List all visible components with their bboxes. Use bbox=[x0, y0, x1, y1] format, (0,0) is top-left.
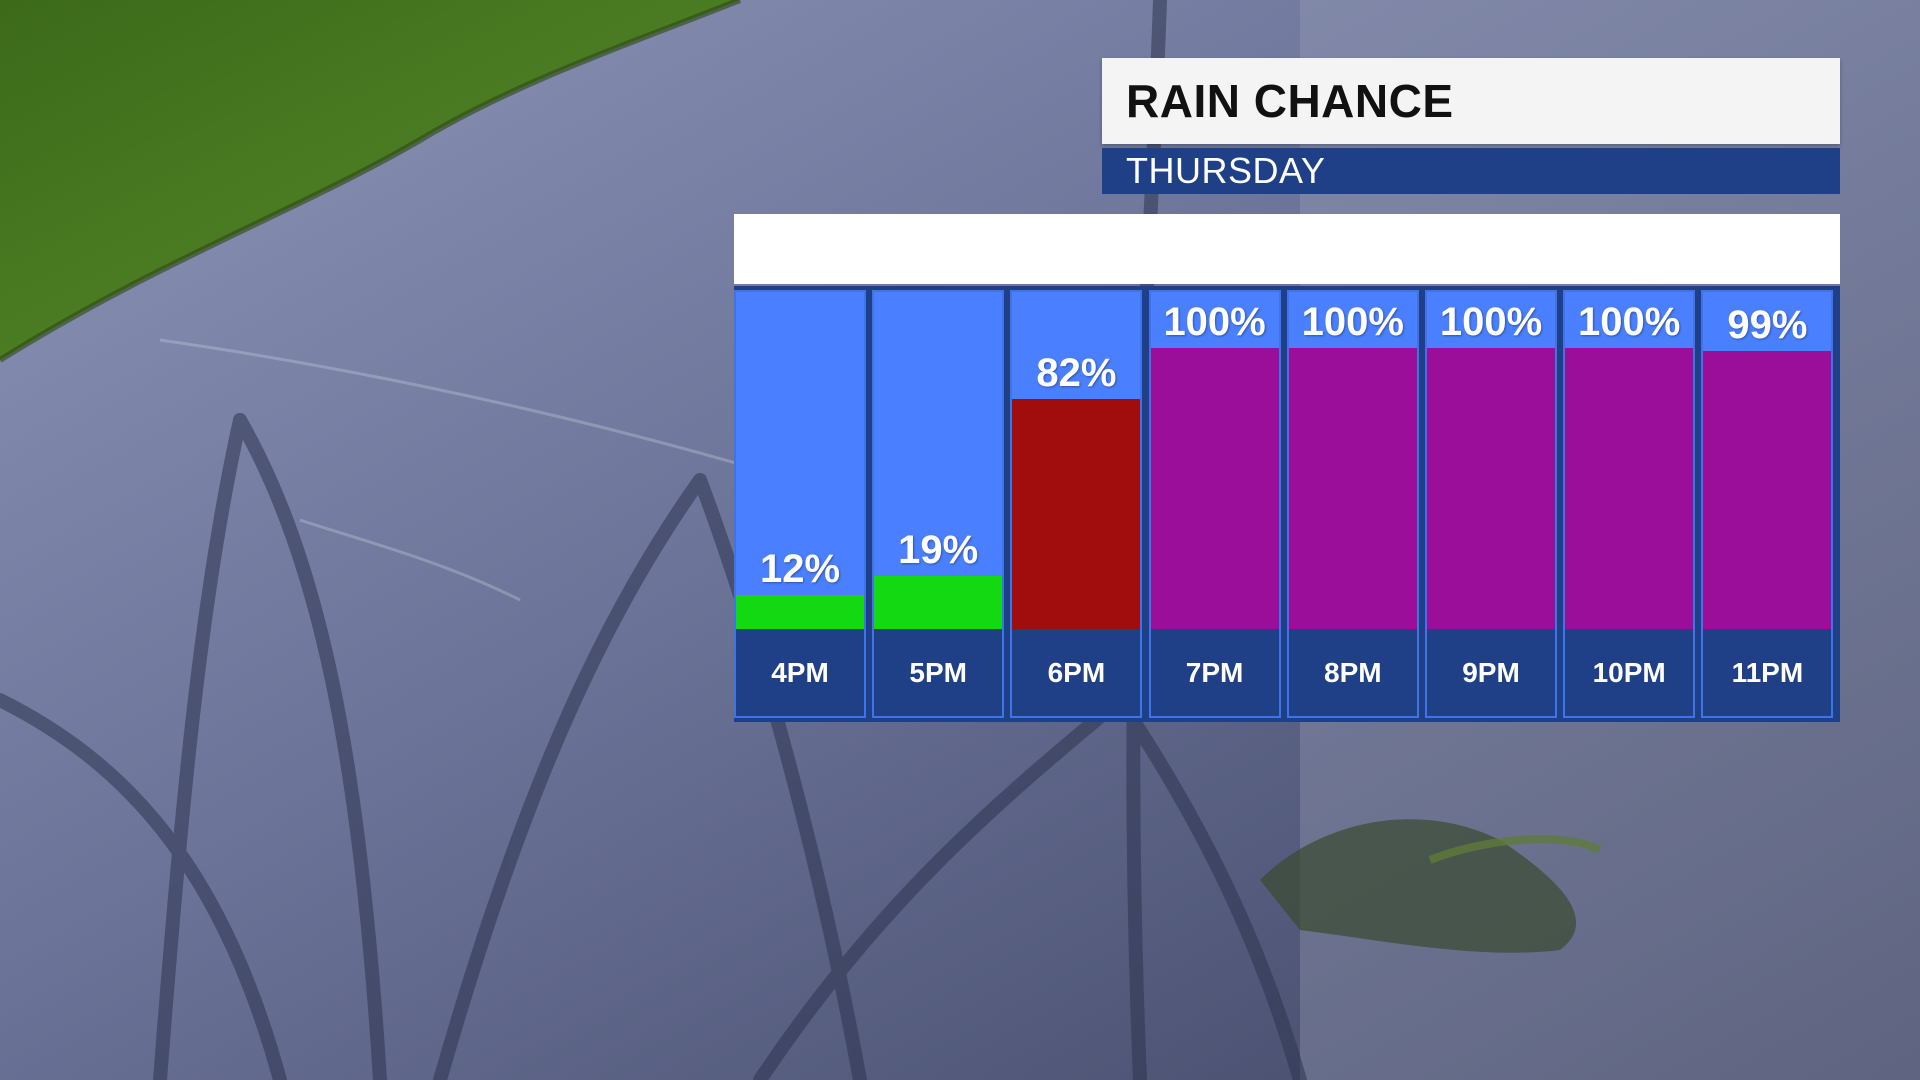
bar bbox=[736, 595, 864, 629]
time-label: 10PM bbox=[1565, 629, 1694, 716]
bar bbox=[1703, 351, 1832, 629]
bar-area: 100% bbox=[1150, 292, 1279, 629]
time-label: 11PM bbox=[1703, 629, 1832, 716]
time-label: 5PM bbox=[874, 629, 1003, 716]
bar-column: 100% 10PM bbox=[1563, 290, 1696, 718]
subtitle-box: THURSDAY bbox=[1102, 148, 1840, 194]
bar-area: 19% bbox=[874, 292, 1003, 629]
title-box: RAIN CHANCE bbox=[1102, 58, 1840, 144]
bar-value-label: 100% bbox=[1301, 300, 1404, 344]
bar bbox=[1427, 348, 1555, 629]
chart-title: RAIN CHANCE bbox=[1126, 75, 1454, 127]
bar-value-label: 99% bbox=[1727, 303, 1808, 347]
bar-column: 12% 4PM bbox=[734, 290, 866, 718]
time-label: 9PM bbox=[1427, 629, 1555, 716]
bar bbox=[1150, 348, 1279, 629]
chart-subtitle: THURSDAY bbox=[1126, 150, 1326, 191]
bar-column: 100% 9PM bbox=[1425, 290, 1557, 718]
bar-value-label: 19% bbox=[898, 528, 979, 572]
bar bbox=[1012, 399, 1141, 629]
bar-area: 100% bbox=[1565, 292, 1694, 629]
chart-header-panel bbox=[734, 214, 1840, 284]
bar-area: 100% bbox=[1427, 292, 1555, 629]
bar-column: 82% 6PM bbox=[1010, 290, 1143, 718]
bar-column: 100% 7PM bbox=[1148, 290, 1281, 718]
bar-area: 99% bbox=[1703, 292, 1832, 629]
bar-area: 82% bbox=[1012, 292, 1141, 629]
bar-column: 99% 11PM bbox=[1701, 290, 1834, 718]
bar-area: 100% bbox=[1288, 292, 1417, 629]
time-label: 7PM bbox=[1150, 629, 1279, 716]
bar-column: 19% 5PM bbox=[872, 290, 1005, 718]
bar-value-label: 100% bbox=[1578, 300, 1681, 344]
bar-value-label: 100% bbox=[1439, 300, 1543, 344]
time-label: 8PM bbox=[1288, 629, 1417, 716]
bar-column: 100% 8PM bbox=[1286, 290, 1419, 718]
bar bbox=[1288, 348, 1417, 629]
time-label: 4PM bbox=[736, 629, 864, 716]
bar bbox=[1565, 348, 1694, 629]
bar-value-label: 12% bbox=[759, 547, 841, 591]
bar-value-label: 82% bbox=[1036, 351, 1117, 395]
bar-area: 12% bbox=[736, 292, 864, 629]
time-label: 6PM bbox=[1012, 629, 1141, 716]
bar-value-label: 100% bbox=[1163, 300, 1266, 344]
bar bbox=[874, 576, 1003, 629]
